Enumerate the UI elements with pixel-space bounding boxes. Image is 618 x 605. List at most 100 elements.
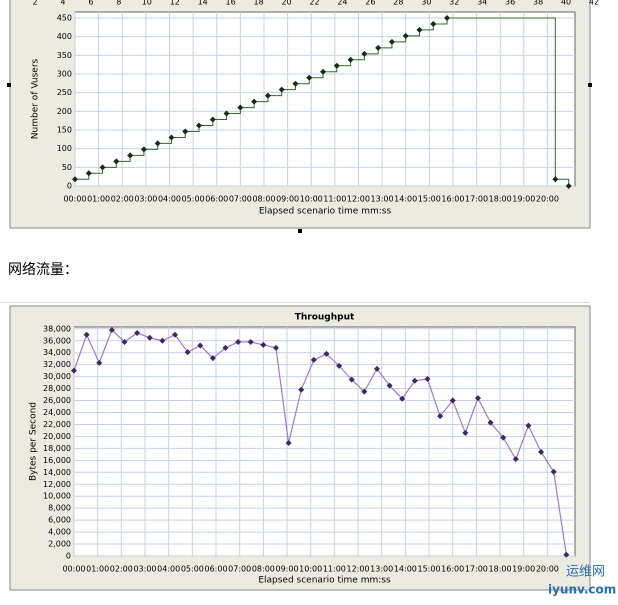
y-tick-label: 100: [57, 144, 72, 153]
marker: [310, 356, 317, 363]
x-tick-label: 13:00: [370, 565, 393, 574]
x-tick-label: 15:00: [418, 565, 441, 574]
y-tick-label: 4,000: [48, 528, 71, 537]
x-tick-label: 19:00: [512, 565, 535, 574]
marker: [565, 183, 572, 189]
watermark: iyunv.com: [548, 583, 616, 597]
marker: [83, 331, 90, 338]
marker: [146, 334, 153, 341]
marker: [113, 158, 120, 165]
x-tick-label: 04:00: [158, 195, 181, 204]
x-tick-label: 16:00: [441, 565, 464, 574]
x-tick-label: 07:00: [228, 565, 251, 574]
marker: [512, 456, 519, 463]
ruler-label: 40: [561, 0, 571, 7]
x-tick-label: 03:00: [133, 565, 156, 574]
marker: [223, 110, 230, 117]
marker: [474, 395, 481, 402]
x-tick-label: 12:00: [347, 565, 370, 574]
x-tick-label: 18:00: [489, 565, 512, 574]
marker: [525, 422, 532, 429]
marker: [99, 164, 106, 171]
y-tick-label: 2,000: [48, 540, 71, 549]
marker: [121, 338, 128, 345]
ruler-label: 10: [142, 0, 152, 7]
marker: [278, 86, 285, 93]
marker: [388, 38, 395, 45]
marker: [538, 448, 545, 455]
y-tick-label: 150: [57, 125, 72, 134]
x-axis-label: Elapsed scenario time mm:ss: [259, 207, 392, 217]
marker: [437, 413, 444, 420]
marker: [416, 26, 423, 33]
marker: [272, 344, 279, 351]
marker: [260, 341, 267, 348]
marker: [140, 146, 147, 153]
marker: [361, 50, 368, 57]
x-tick-label: 02:00: [110, 565, 133, 574]
x-tick-label: 08:00: [252, 195, 275, 204]
marker: [550, 468, 557, 475]
y-tick-label: 12,000: [43, 480, 71, 489]
marker: [336, 362, 343, 369]
marker: [222, 344, 229, 351]
ruler-label: 30: [421, 0, 431, 7]
x-tick-label: 11:00: [323, 565, 346, 574]
marker: [196, 122, 203, 129]
x-tick-label: 04:00: [157, 565, 180, 574]
marker: [159, 337, 166, 344]
x-tick-label: 20:00: [536, 565, 559, 574]
y-tick-label: 0: [67, 182, 72, 191]
x-tick-label: 00:00: [63, 195, 86, 204]
ruler-label: 12: [170, 0, 180, 7]
x-tick-label: 03:00: [134, 195, 157, 204]
y-tick-label: 400: [57, 32, 72, 41]
series-line: [73, 328, 567, 555]
marker: [235, 338, 242, 345]
x-tick-label: 09:00: [276, 195, 299, 204]
y-tick-label: 16,000: [43, 456, 71, 465]
marker: [348, 376, 355, 383]
marker: [85, 170, 92, 177]
y-tick-label: 14,000: [43, 468, 71, 477]
x-tick-label: 02:00: [111, 195, 134, 204]
x-tick-label: 13:00: [371, 195, 394, 204]
marker: [306, 74, 313, 81]
chart-title: Throughput: [295, 313, 355, 323]
y-tick-label: 34,000: [43, 348, 71, 357]
marker: [292, 80, 299, 87]
marker: [375, 44, 382, 51]
marker: [462, 429, 469, 436]
x-axis-label: Elapsed scenario time mm:ss: [258, 576, 391, 586]
ruler-label: 32: [449, 0, 459, 7]
y-tick-label: 450: [57, 13, 72, 22]
marker: [251, 98, 258, 105]
marker: [184, 349, 191, 356]
x-tick-label: 14:00: [394, 195, 417, 204]
y-tick-label: 200: [57, 107, 72, 116]
marker: [411, 377, 418, 384]
x-tick-label: 17:00: [465, 565, 488, 574]
x-tick-label: 06:00: [204, 565, 227, 574]
x-tick-label: 00:00: [62, 565, 85, 574]
marker: [209, 355, 216, 362]
marker: [71, 367, 77, 374]
x-tick-label: 14:00: [394, 565, 417, 574]
marker: [264, 92, 271, 99]
x-tick-label: 01:00: [86, 565, 109, 574]
separator: [0, 302, 590, 303]
marker: [134, 329, 141, 336]
marker: [298, 386, 305, 393]
y-tick-label: 36,000: [43, 336, 71, 345]
step-segment: [447, 17, 556, 180]
ruler-label: 42: [589, 0, 599, 7]
marker: [168, 134, 175, 141]
handle: [588, 83, 592, 87]
marker: [108, 326, 115, 333]
marker: [285, 439, 292, 446]
handle: [7, 83, 11, 87]
y-tick-label: 50: [62, 163, 72, 172]
y-tick-label: 18,000: [43, 444, 71, 453]
x-tick-label: 20:00: [536, 195, 559, 204]
x-tick-label: 10:00: [300, 195, 323, 204]
